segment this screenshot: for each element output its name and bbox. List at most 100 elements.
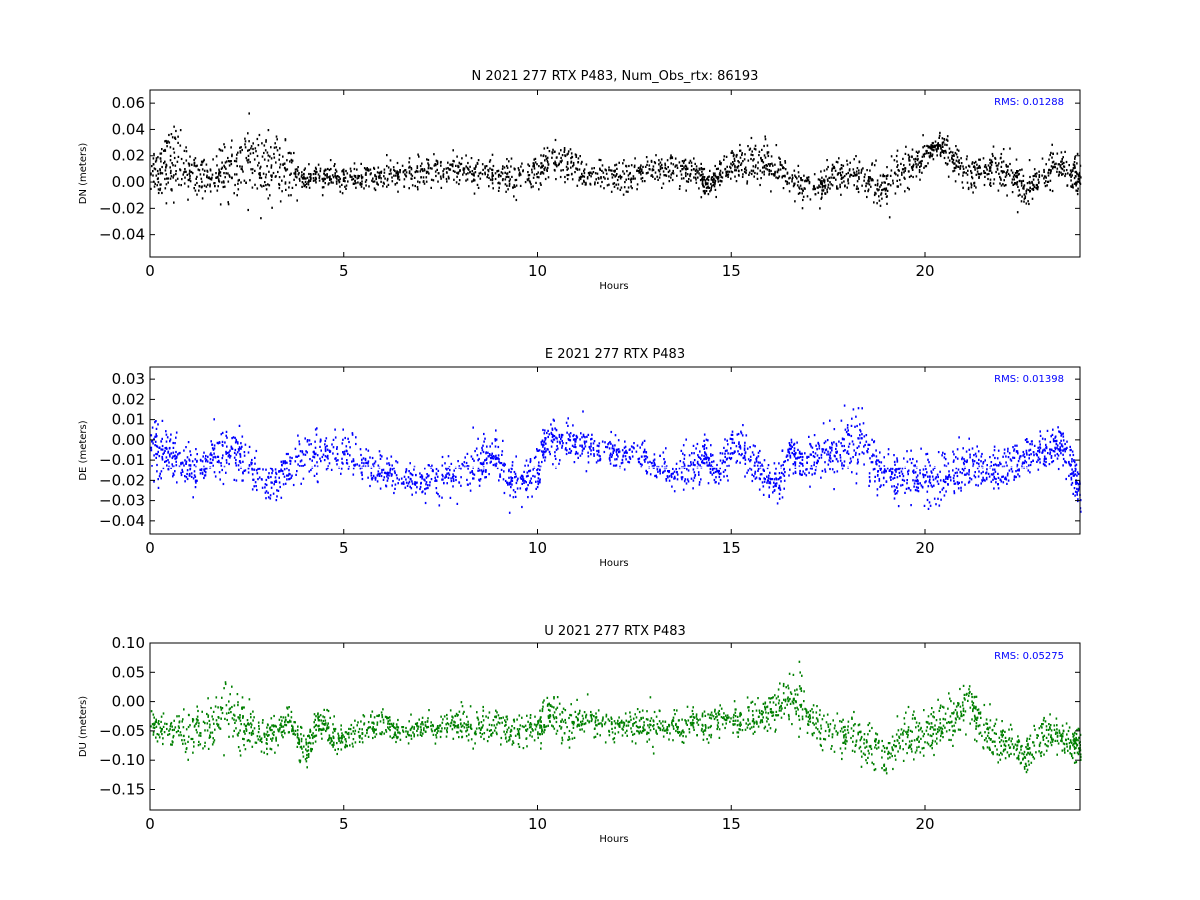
data-point <box>377 473 379 476</box>
data-point <box>673 490 676 493</box>
data-point <box>698 167 701 170</box>
data-point <box>315 433 318 436</box>
data-point <box>290 476 293 479</box>
data-point <box>269 467 272 470</box>
data-point <box>1020 200 1023 203</box>
data-point <box>739 149 741 152</box>
data-point <box>625 178 627 181</box>
data-point <box>268 472 270 475</box>
data-point <box>421 477 423 480</box>
data-point <box>408 161 410 164</box>
data-point <box>528 164 531 167</box>
data-point <box>289 173 291 176</box>
data-point <box>345 449 348 452</box>
data-point <box>868 443 871 446</box>
data-point <box>391 468 394 471</box>
data-point <box>480 469 483 472</box>
data-point <box>827 450 829 453</box>
data-point <box>623 446 626 449</box>
data-point <box>939 144 942 147</box>
data-point <box>802 198 804 202</box>
data-point <box>284 168 287 171</box>
data-point <box>203 451 205 454</box>
data-point <box>401 482 404 485</box>
data-point <box>275 471 277 474</box>
data-point <box>886 189 889 192</box>
data-point <box>413 176 416 179</box>
data-point <box>740 430 742 433</box>
data-point <box>361 461 363 464</box>
data-point <box>788 452 791 455</box>
data-point <box>1021 168 1023 171</box>
data-point <box>259 184 262 187</box>
data-point <box>388 462 390 465</box>
data-point <box>345 187 347 190</box>
data-point <box>758 150 761 153</box>
data-point <box>1023 200 1025 203</box>
data-point <box>554 457 557 460</box>
data-point <box>730 162 732 165</box>
data-point <box>241 435 244 438</box>
data-point <box>430 186 432 189</box>
data-point <box>943 150 945 153</box>
data-point <box>764 156 767 159</box>
data-point <box>883 470 885 473</box>
data-point <box>710 189 712 192</box>
data-point <box>725 458 728 461</box>
data-point <box>210 178 213 181</box>
data-point <box>1032 178 1035 181</box>
data-point <box>880 193 882 196</box>
data-point <box>250 145 253 148</box>
data-point <box>495 429 497 432</box>
data-point <box>241 165 243 168</box>
data-point <box>178 183 180 186</box>
data-point <box>829 454 831 457</box>
data-point <box>280 496 283 499</box>
data-point <box>329 450 331 453</box>
data-point <box>962 447 964 450</box>
data-point <box>851 440 854 443</box>
data-point <box>925 453 927 456</box>
data-point <box>429 167 432 170</box>
data-point <box>540 171 543 174</box>
data-point <box>1017 194 1020 197</box>
data-point <box>548 450 551 453</box>
data-point <box>1050 165 1053 168</box>
data-point <box>906 186 909 189</box>
data-point <box>286 168 289 171</box>
data-point <box>847 452 850 455</box>
data-point <box>662 182 665 185</box>
data-point <box>766 466 769 470</box>
data-point <box>946 138 948 141</box>
data-point <box>354 176 357 179</box>
data-point <box>481 462 483 465</box>
data-point <box>659 472 661 475</box>
data-point <box>1013 174 1016 177</box>
data-point <box>828 176 830 179</box>
data-point <box>533 167 536 170</box>
data-point <box>593 440 596 443</box>
data-point <box>772 491 774 494</box>
data-point <box>240 466 242 469</box>
data-point <box>567 424 569 427</box>
data-point <box>945 465 948 468</box>
data-point <box>587 455 590 458</box>
data-point <box>579 444 581 447</box>
data-point <box>731 452 733 455</box>
data-point <box>282 462 285 465</box>
data-point <box>535 487 537 490</box>
data-point <box>884 181 886 184</box>
data-point <box>682 444 685 447</box>
data-point <box>151 440 153 443</box>
data-point <box>779 168 782 171</box>
data-point <box>779 477 781 480</box>
data-point <box>363 187 365 190</box>
data-point <box>430 478 433 481</box>
data-point <box>974 452 977 455</box>
data-point <box>733 153 735 156</box>
data-point <box>897 467 900 470</box>
data-point <box>287 152 290 155</box>
data-point <box>650 462 653 465</box>
data-point <box>913 464 915 467</box>
data-point <box>393 174 395 177</box>
